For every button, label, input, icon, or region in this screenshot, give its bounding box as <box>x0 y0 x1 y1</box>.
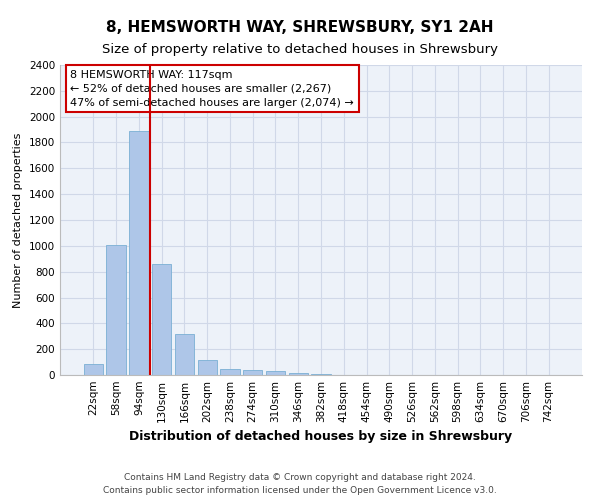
Bar <box>106 244 126 375</box>
Bar <box>220 368 239 375</box>
Bar <box>266 372 285 375</box>
Y-axis label: Number of detached properties: Number of detached properties <box>13 132 23 308</box>
Bar <box>289 373 308 375</box>
Bar <box>152 264 172 375</box>
Bar <box>84 364 103 375</box>
Text: Contains HM Land Registry data © Crown copyright and database right 2024.
Contai: Contains HM Land Registry data © Crown c… <box>103 474 497 495</box>
X-axis label: Distribution of detached houses by size in Shrewsbury: Distribution of detached houses by size … <box>130 430 512 444</box>
Text: Size of property relative to detached houses in Shrewsbury: Size of property relative to detached ho… <box>102 42 498 56</box>
Bar <box>175 334 194 375</box>
Bar <box>129 131 149 375</box>
Text: 8 HEMSWORTH WAY: 117sqm
← 52% of detached houses are smaller (2,267)
47% of semi: 8 HEMSWORTH WAY: 117sqm ← 52% of detache… <box>70 70 354 108</box>
Bar <box>197 360 217 375</box>
Bar <box>243 370 262 375</box>
Text: 8, HEMSWORTH WAY, SHREWSBURY, SY1 2AH: 8, HEMSWORTH WAY, SHREWSBURY, SY1 2AH <box>106 20 494 35</box>
Bar <box>311 374 331 375</box>
